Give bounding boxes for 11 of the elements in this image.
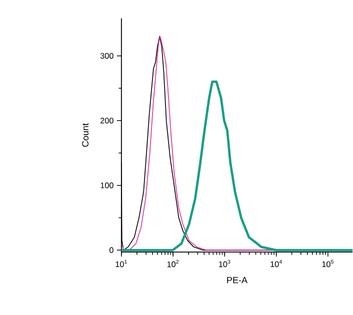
y-axis-title: Count — [82, 123, 88, 148]
x-tick-label: 10$^{5}$ — [322, 260, 334, 268]
y-tick-label: 300 — [100, 53, 114, 59]
x-tick-label: 10$^{2}$ — [167, 260, 179, 268]
y-tick-label: 0 — [110, 248, 114, 254]
x-tick-label: 10$^{3}$ — [219, 260, 230, 268]
x-tick-label: 10$^{1}$ — [116, 260, 127, 268]
y-tick-label: 200 — [100, 118, 114, 124]
x-axis-title: PE-A — [227, 277, 248, 284]
y-tick-label: 100 — [100, 182, 114, 188]
x-tick-label: 10$^{4}$ — [270, 260, 282, 268]
